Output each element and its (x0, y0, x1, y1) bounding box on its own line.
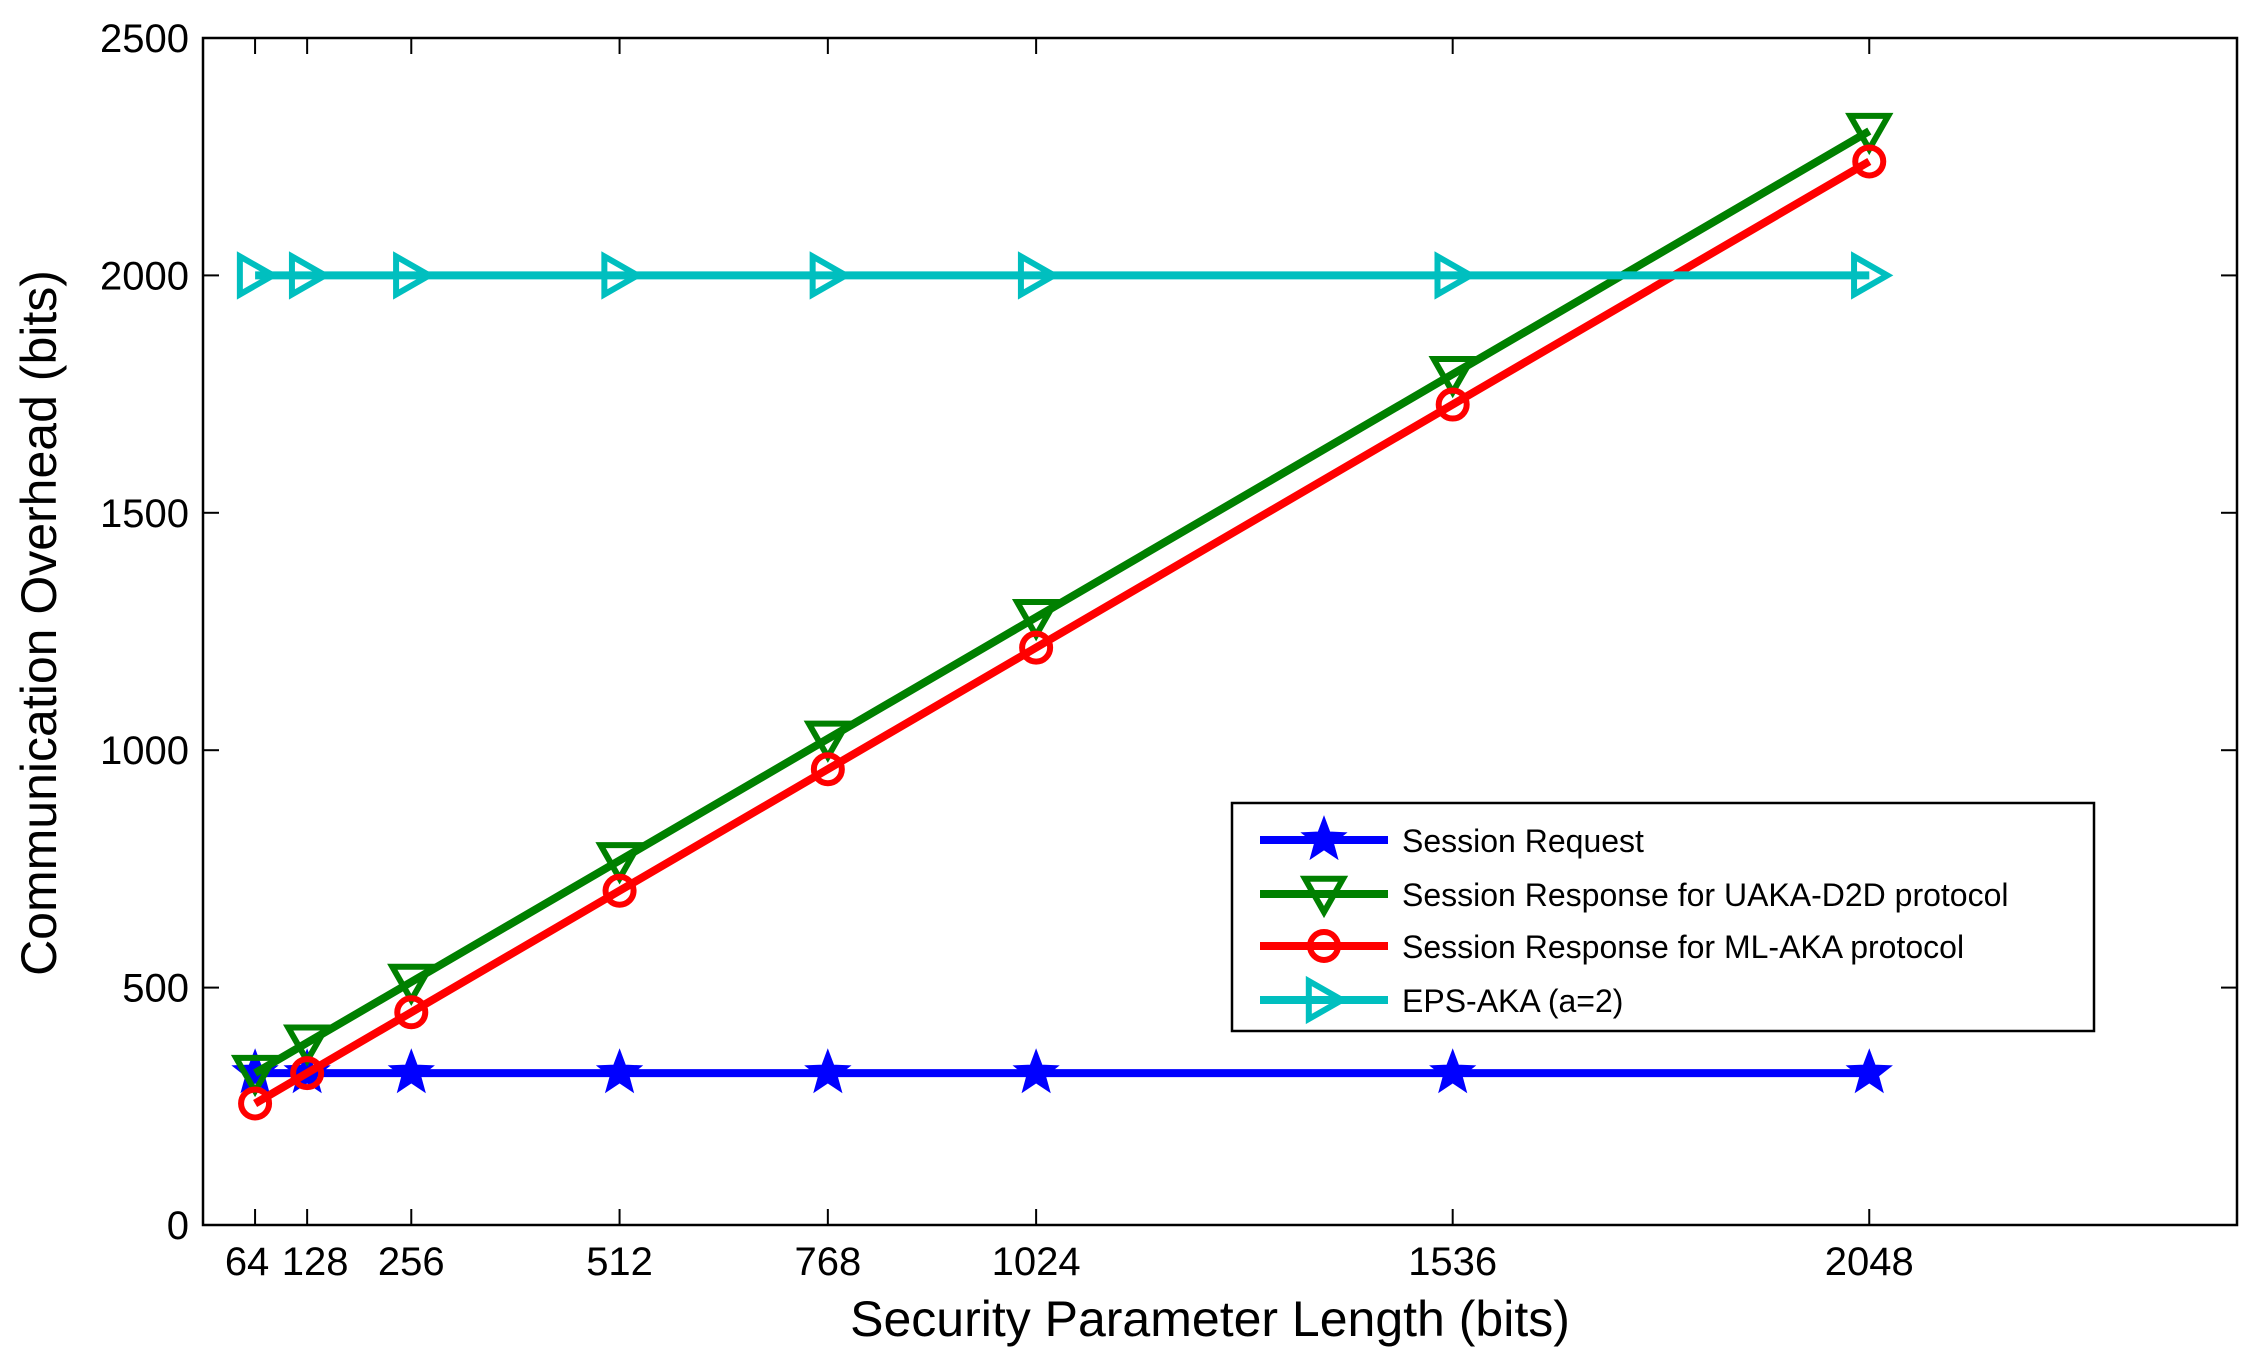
legend-label: Session Response for UAKA-D2D protocol (1402, 877, 2009, 913)
data-point (1011, 599, 1061, 642)
y-tick-label: 1500 (100, 492, 189, 536)
data-point (1428, 355, 1477, 399)
data-point (601, 251, 644, 300)
legend-entry-2: Session Response for UAKA-D2D protocol (1260, 875, 2009, 919)
data-point (238, 1086, 273, 1121)
y-tick-label: 2500 (100, 17, 189, 61)
legend-entry-3: Session Response for ML-AKA protocol (1260, 929, 1964, 965)
legend-swatch-marker (1299, 875, 1349, 919)
legend-swatch-marker (1305, 975, 1349, 1025)
legend-entry-1: Session Request (1260, 815, 1644, 861)
data-point (1435, 387, 1470, 422)
x-tick-label: 128 (282, 1240, 349, 1284)
data-point (387, 963, 436, 1006)
data-point (1852, 144, 1887, 179)
legend-label: Session Response for ML-AKA protocol (1402, 929, 1964, 965)
data-point (1845, 1048, 1893, 1094)
series-3 (238, 144, 1887, 1121)
x-tick-label: 1536 (1408, 1240, 1497, 1284)
data-point (236, 251, 280, 300)
y-axis-label: Communication Overhead (bits) (11, 270, 67, 976)
y-tick-label: 500 (122, 967, 189, 1011)
axes: 64 128 256 512 768 1024 1536 2048 0 500 1000 1500 20… (100, 17, 2239, 1284)
data-point (282, 1024, 332, 1067)
x-tick-label: 512 (586, 1240, 653, 1284)
data-point (1845, 112, 1894, 156)
data-point (809, 251, 852, 300)
data-point (394, 995, 429, 1030)
data-point (1017, 251, 1061, 300)
data-point (387, 1048, 435, 1094)
x-tick-label: 2048 (1825, 1240, 1914, 1284)
x-tick-label: 64 (225, 1240, 270, 1284)
series-2 (230, 112, 1894, 1098)
x-tick-label: 256 (378, 1240, 445, 1284)
y-tick-label: 1000 (100, 729, 189, 773)
data-point (1019, 630, 1054, 665)
data-point (1429, 1048, 1477, 1094)
series-1 (231, 1048, 1893, 1094)
legend-label: Session Request (1402, 823, 1644, 859)
data-point (595, 842, 644, 885)
series-line (253, 157, 1872, 1107)
data-point (230, 1054, 280, 1098)
series-4 (236, 251, 1894, 300)
legend-swatch-marker (1300, 815, 1348, 861)
y-tick-label: 0 (167, 1204, 189, 1248)
data-point (1851, 251, 1894, 300)
data-point (804, 1048, 852, 1094)
legend: Session Request Session Response for UAKA… (1230, 801, 2096, 1033)
data-point (810, 752, 845, 787)
data-point (595, 1048, 644, 1094)
legend-label: EPS-AKA (a=2) (1402, 983, 1623, 1019)
data-point (602, 873, 637, 908)
legend-swatch-marker (1307, 929, 1341, 963)
plot-area (230, 112, 1894, 1121)
data-point (393, 251, 436, 300)
legend-entry-4: EPS-AKA (a=2) (1260, 975, 1623, 1025)
data-point (1434, 251, 1477, 300)
y-tick-label: 2000 (100, 254, 189, 298)
x-tick-label: 768 (794, 1240, 861, 1284)
data-point (1012, 1048, 1060, 1094)
data-point (290, 1056, 325, 1091)
data-point (288, 251, 332, 300)
x-tick-label: 1024 (992, 1240, 1081, 1284)
x-axis-label: Security Parameter Length (bits) (850, 1291, 1570, 1347)
axes-frame (201, 36, 2239, 1227)
data-point (803, 720, 853, 763)
